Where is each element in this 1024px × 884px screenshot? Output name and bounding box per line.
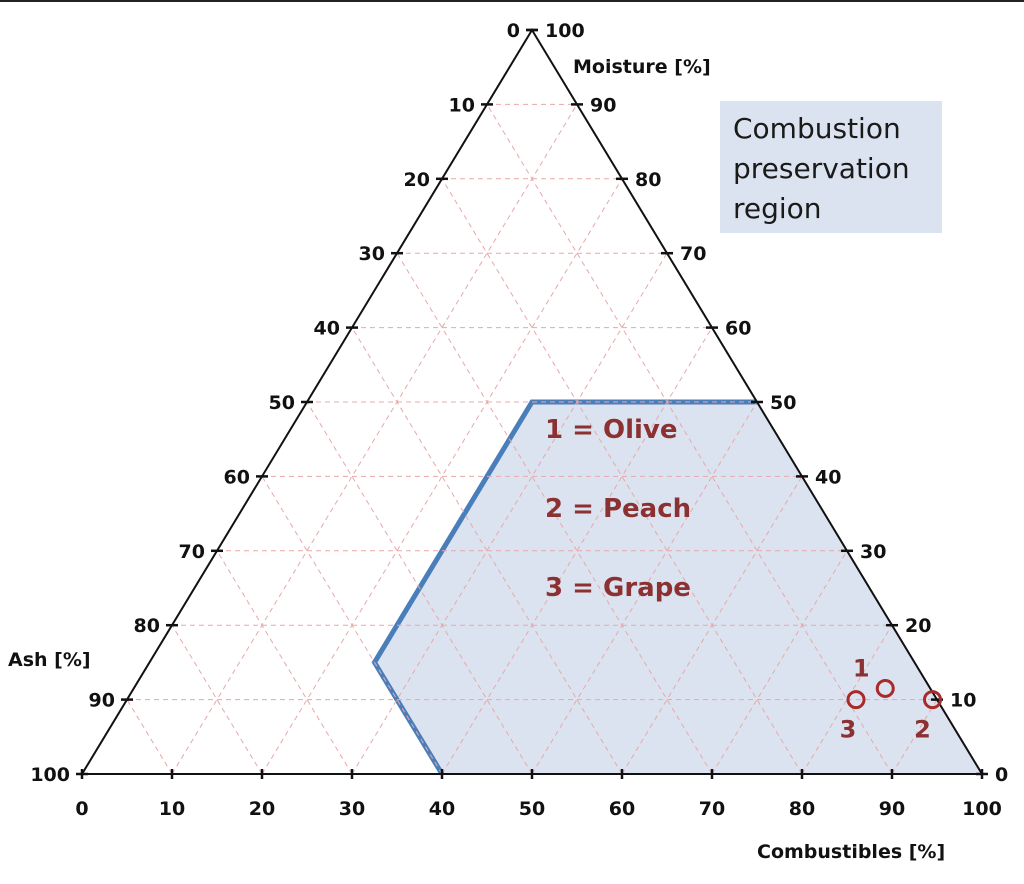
legend-entry: 2 = Peach	[545, 494, 691, 524]
grid-line-ash	[396, 252, 713, 775]
data-point-label: 1	[853, 654, 870, 682]
grid-line-combustibles	[171, 104, 578, 775]
right-axis-tick-label: 10	[950, 690, 976, 712]
left-axis-tick-label: 20	[404, 169, 430, 191]
grid-line-ash	[441, 178, 803, 775]
right-axis-tick-label: 100	[545, 20, 585, 42]
data-point-label: 2	[914, 716, 931, 744]
bottom-axis-tick-label: 60	[609, 798, 635, 820]
right-axis-tick-label: 60	[725, 318, 751, 340]
right-axis-tick-label: 20	[905, 615, 931, 637]
grid-line-combustibles	[531, 401, 758, 775]
right-axis-tick-label: 80	[635, 169, 661, 191]
ash-axis-title: Ash [%]	[8, 649, 91, 671]
grid-line-combustibles	[261, 178, 623, 775]
bottom-axis-tick-label: 10	[159, 798, 185, 820]
left-axis-tick-label: 0	[507, 20, 520, 42]
region-label-box: Combustion preservation region	[720, 101, 942, 233]
bottom-axis-tick-label: 100	[962, 798, 1002, 820]
left-axis-tick-label: 30	[359, 243, 385, 265]
grid-line-ash	[486, 104, 893, 775]
left-axis-tick-label: 50	[269, 392, 295, 414]
left-axis-tick-label: 10	[449, 94, 475, 116]
bottom-axis-tick-label: 40	[429, 798, 455, 820]
right-axis-tick-label: 40	[815, 466, 841, 488]
bottom-axis-tick-label: 90	[879, 798, 905, 820]
left-axis-tick-label: 80	[134, 615, 160, 637]
grid-line-combustibles	[351, 252, 668, 775]
bottom-axis-tick-label: 50	[519, 798, 545, 820]
bottom-axis-tick-label: 0	[75, 798, 88, 820]
grid-line-combustibles	[711, 550, 848, 775]
bottom-axis-tick-label: 80	[789, 798, 815, 820]
data-point-olive	[875, 678, 895, 698]
left-axis-tick-label: 100	[30, 764, 70, 786]
data-point-label: 3	[840, 716, 857, 744]
legend: 1 = Olive 2 = Peach 3 = Grape	[545, 415, 691, 603]
data-point-grape	[846, 690, 866, 710]
grid-line-ash	[171, 624, 263, 775]
combustion-region-fill	[374, 402, 982, 774]
region-label-text: Combustion preservation region	[733, 112, 919, 225]
right-axis-tick-label: 50	[770, 392, 796, 414]
bottom-axis-tick-label: 70	[699, 798, 725, 820]
legend-entry: 3 = Grape	[545, 573, 691, 603]
moisture-axis-title: Moisture [%]	[573, 56, 711, 78]
bottom-axis-tick-label: 30	[339, 798, 365, 820]
right-axis-tick-label: 70	[680, 243, 706, 265]
legend-entry: 1 = Olive	[545, 415, 678, 445]
grid-line-ash	[306, 401, 533, 775]
grid-line-ash	[126, 699, 173, 775]
right-axis-tick-label: 30	[860, 541, 886, 563]
grid-line-ash	[216, 550, 353, 775]
left-axis-tick-label: 60	[224, 466, 250, 488]
grid-line-combustibles	[621, 476, 803, 775]
right-axis-tick-label: 0	[995, 764, 1008, 786]
data-point-peach	[923, 690, 942, 710]
left-axis-tick-label: 70	[179, 541, 205, 563]
left-axis-tick-label: 90	[89, 690, 115, 712]
grid-line-combustibles	[801, 624, 893, 775]
combustibles-axis-title: Combustibles [%]	[757, 841, 945, 863]
bottom-axis-tick-label: 20	[249, 798, 275, 820]
grid-line-combustibles	[891, 699, 938, 775]
right-axis-tick-label: 90	[590, 94, 616, 116]
grid-line-ash	[261, 476, 443, 775]
left-axis-tick-label: 40	[314, 318, 340, 340]
